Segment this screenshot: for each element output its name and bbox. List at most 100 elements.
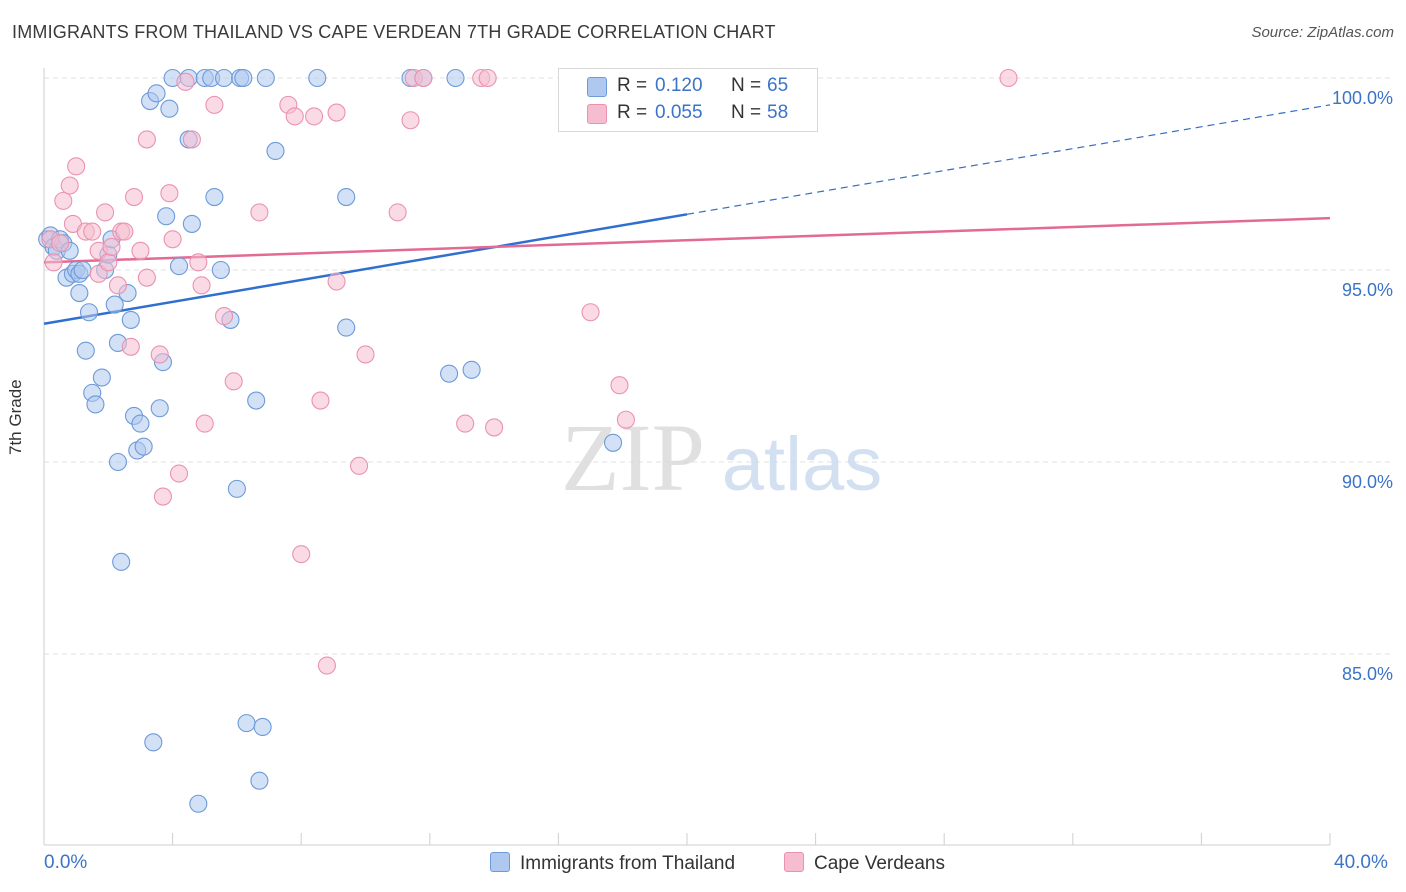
point-cape-verdean xyxy=(54,191,73,210)
point-thailand xyxy=(266,141,285,161)
point-thailand xyxy=(112,552,131,571)
point-thailand xyxy=(446,68,465,88)
point-thailand xyxy=(147,84,166,103)
point-cape-verdean xyxy=(292,545,311,564)
point-cape-verdean xyxy=(108,276,127,295)
series-label-cape-verdean: Cape Verdeans xyxy=(814,853,945,874)
point-thailand xyxy=(79,303,99,322)
point-cape-verdean xyxy=(99,253,118,272)
point-cape-verdean xyxy=(121,337,140,356)
gridlines xyxy=(44,77,1390,655)
point-cape-verdean xyxy=(115,222,134,241)
point-thailand xyxy=(108,452,127,472)
point-thailand xyxy=(337,187,356,207)
legend-swatch-pink xyxy=(587,104,607,124)
correlation-legend: R = 0.120 N = 65 R = 0.055 N = 58 xyxy=(558,68,818,132)
point-cape-verdean xyxy=(610,376,629,395)
point-cape-verdean xyxy=(192,276,211,295)
point-cape-verdean xyxy=(581,303,600,322)
point-cape-verdean xyxy=(124,187,144,207)
y-tick-label: 90.0% xyxy=(1342,472,1393,492)
point-cape-verdean xyxy=(150,345,169,364)
point-thailand xyxy=(131,414,150,433)
series-swatch-pink xyxy=(784,852,804,872)
series-swatch-blue xyxy=(490,852,510,872)
point-thailand xyxy=(160,99,179,118)
source-note: Source: ZipAtlas.com xyxy=(1251,24,1394,41)
point-cape-verdean xyxy=(182,130,201,149)
point-thailand xyxy=(227,479,246,498)
point-thailand xyxy=(169,257,189,276)
point-cape-verdean xyxy=(616,410,635,429)
point-cape-verdean xyxy=(388,203,407,222)
point-thailand xyxy=(247,391,266,410)
point-thailand xyxy=(205,187,224,207)
point-thailand xyxy=(182,214,201,233)
point-cape-verdean xyxy=(153,487,173,506)
point-cape-verdean xyxy=(999,68,1018,88)
point-thailand xyxy=(189,794,208,813)
series-legend-thailand: Immigrants from Thailand xyxy=(490,852,735,875)
axes xyxy=(43,68,1331,846)
point-thailand xyxy=(250,771,269,790)
point-cape-verdean xyxy=(311,391,330,410)
series-legend-cape-verdean: Cape Verdeans xyxy=(784,852,945,875)
point-cape-verdean xyxy=(51,234,70,253)
point-thailand xyxy=(462,360,481,379)
legend-swatch-blue xyxy=(587,77,607,97)
point-thailand xyxy=(256,68,275,88)
legend-r-value: 0.055 xyxy=(655,102,703,123)
trend-line-cape-verdean xyxy=(43,216,1331,264)
x-axis-max-label: 40.0% xyxy=(1334,852,1388,873)
point-thailand xyxy=(211,260,230,280)
point-cape-verdean xyxy=(163,230,182,249)
watermark-atlas: atlas xyxy=(722,422,883,507)
point-cape-verdean xyxy=(327,272,346,291)
y-tick-label: 100.0% xyxy=(1332,88,1393,108)
legend-r-label: R = xyxy=(617,75,648,96)
point-thailand xyxy=(105,295,124,314)
trend-lines xyxy=(43,104,1331,325)
point-cape-verdean xyxy=(401,111,420,130)
point-thailand xyxy=(604,433,623,452)
point-cape-verdean xyxy=(160,184,179,203)
tick-labels: 100.0% 95.0% 90.0% 85.0% xyxy=(1332,88,1393,684)
legend-r-value: 0.120 xyxy=(655,75,703,96)
point-cape-verdean xyxy=(305,107,324,126)
y-tick-label: 85.0% xyxy=(1342,664,1393,684)
x-axis-min-label: 0.0% xyxy=(44,852,88,873)
point-cape-verdean xyxy=(456,414,475,433)
point-cape-verdean xyxy=(195,414,214,433)
point-thailand xyxy=(214,68,234,88)
trend-line-thailand xyxy=(43,213,688,325)
watermark: ZIP atlas xyxy=(561,404,882,511)
point-cape-verdean xyxy=(356,345,375,364)
point-thailand xyxy=(144,733,163,752)
point-cape-verdean xyxy=(137,130,156,149)
point-cape-verdean xyxy=(224,372,243,391)
point-thailand xyxy=(234,68,253,88)
point-cape-verdean xyxy=(317,656,336,675)
y-tick-label: 95.0% xyxy=(1342,280,1393,300)
point-thailand xyxy=(237,714,256,733)
point-thailand xyxy=(121,310,140,329)
point-cape-verdean xyxy=(60,176,79,195)
point-cape-verdean xyxy=(485,418,504,437)
point-thailand xyxy=(134,437,153,456)
point-thailand xyxy=(150,399,169,418)
point-cape-verdean xyxy=(350,456,369,475)
point-cape-verdean xyxy=(214,307,234,326)
legend-n-label: N = xyxy=(731,102,762,123)
point-thailand xyxy=(308,68,327,88)
point-cape-verdean xyxy=(89,264,108,283)
point-thailand xyxy=(337,318,356,337)
point-cape-verdean xyxy=(83,222,102,241)
point-thailand xyxy=(76,341,95,360)
point-thailand xyxy=(92,368,111,387)
point-thailand xyxy=(157,207,176,226)
legend-n-label: N = xyxy=(731,75,762,96)
point-cape-verdean xyxy=(327,103,346,122)
point-cape-verdean xyxy=(169,464,189,483)
point-cape-verdean xyxy=(131,241,150,260)
